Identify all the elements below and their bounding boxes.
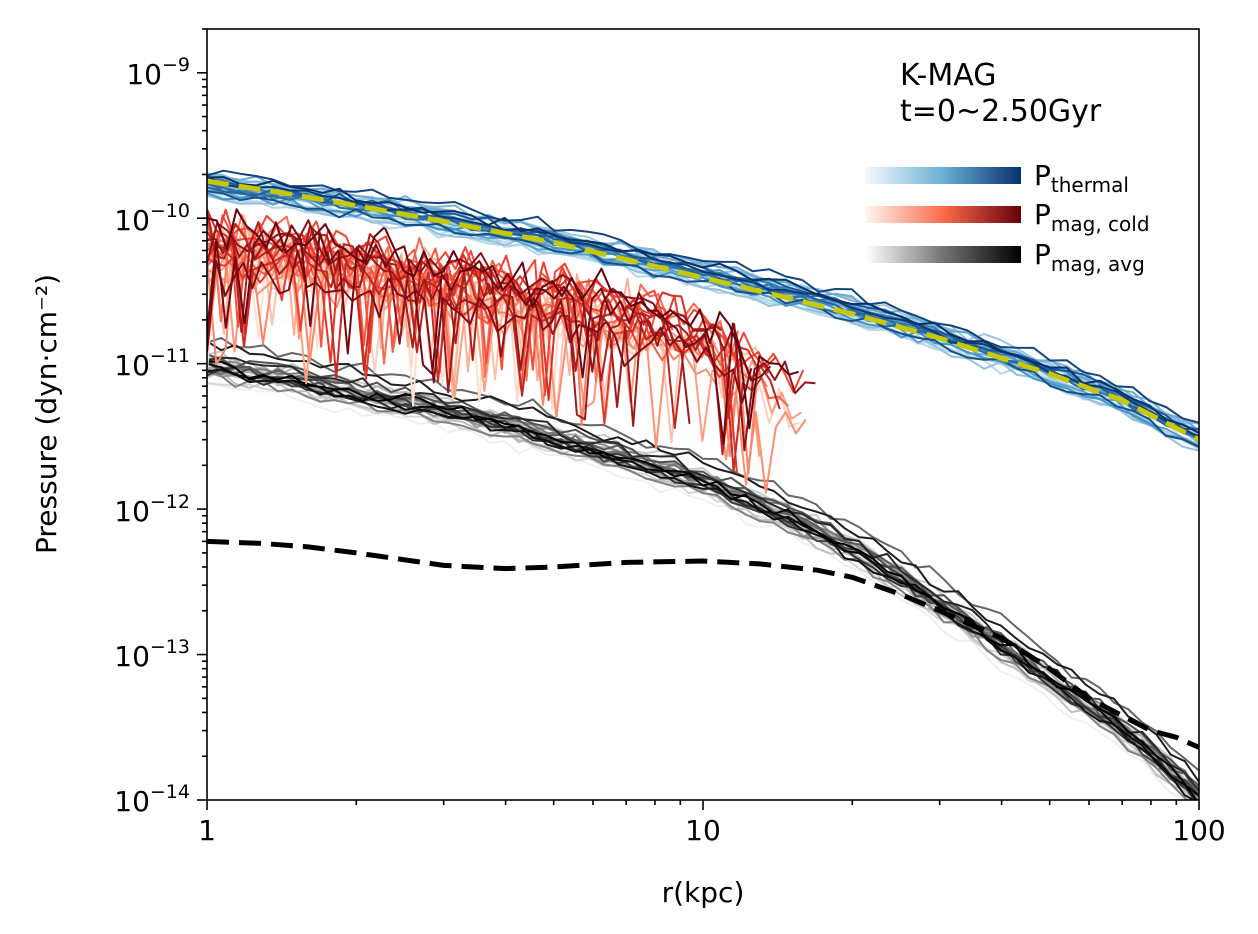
series-layer (207, 169, 1199, 800)
legend-swatch-thermal (866, 167, 1021, 184)
series-2-line-28 (207, 362, 1199, 797)
y-tick-label-1e-13: 10−13 (114, 636, 190, 673)
series-2-line-27 (207, 368, 1196, 800)
series-2-line-11 (207, 355, 1199, 797)
series-group-0 (207, 169, 1199, 452)
series-2-line-29 (207, 360, 1198, 800)
series-1-line-28 (207, 224, 772, 445)
series-1-line-27 (207, 250, 753, 404)
series-0-line-24 (207, 186, 1199, 437)
legend-label-mag-avg: Pmag, avg (1034, 238, 1145, 276)
x-tick-label-100: 100 (1172, 814, 1225, 847)
x-tick-label-10: 10 (685, 814, 721, 847)
x-tick-labels: 1 10 100 (198, 814, 1226, 847)
series-2-line-7 (207, 350, 1199, 793)
y-tick-label-1e-14: 10−14 (114, 781, 190, 818)
series-2-line-21 (207, 353, 1199, 787)
series-0-line-29 (207, 176, 1199, 434)
x-tick-label-1: 1 (198, 814, 216, 847)
annotation-time-range: t=0~2.50Gyr (900, 94, 1102, 129)
legend: Pthermal Pmag, cold Pmag, avg (866, 159, 1150, 276)
axis-layer (197, 28, 1200, 810)
annotation-model-name: K-MAG (900, 58, 996, 93)
series-group-2 (207, 336, 1199, 800)
series-2-line-19 (207, 336, 1199, 772)
y-tick-label-1e-12: 10−12 (114, 491, 190, 528)
series-1-line-6 (207, 213, 644, 376)
series-2-line-25 (207, 356, 1199, 792)
series-group-1 (207, 208, 816, 494)
legend-label-thermal: Pthermal (1034, 159, 1129, 197)
series-2-line-3 (207, 363, 1199, 798)
y-tick-labels: 10−9 10−10 10−11 10−12 10−13 10−14 (114, 54, 190, 818)
series-0-line-27 (207, 169, 1199, 424)
series-2-line-15 (207, 360, 1199, 795)
series-2-line-17 (207, 356, 1199, 788)
x-axis-label: r(kpc) (662, 876, 745, 909)
series-2-line-4 (207, 357, 1199, 795)
series-0-line-11 (207, 194, 1199, 452)
legend-swatch-mag-cold (866, 206, 1021, 223)
series-2-line-26 (207, 340, 1199, 783)
series-1-line-22 (207, 240, 763, 473)
annotation: K-MAG t=0~2.50Gyr (900, 58, 1102, 129)
y-tick-label-1e-10: 10−10 (114, 200, 190, 237)
series-2-line-10 (207, 360, 1199, 800)
series-2-line-5 (207, 382, 1193, 800)
series-2-line-22 (207, 361, 1199, 797)
series-1-line-29 (207, 208, 799, 430)
series-2-line-16 (207, 368, 1189, 800)
series-2-line-6 (207, 361, 1199, 797)
legend-label-mag-cold: Pmag, cold (1034, 198, 1150, 236)
y-axis-label: Pressure (dyn·cm⁻²) (30, 274, 63, 554)
y-tick-label-1e-9: 10−9 (126, 54, 190, 91)
y-tick-label-1e-11: 10−11 (114, 345, 190, 382)
series-2-line-20 (207, 360, 1199, 798)
magnetic-reference-dashed-line (207, 538, 1199, 750)
series-2-line-0 (207, 382, 1187, 800)
legend-swatch-mag-avg (866, 246, 1021, 263)
thermal-reference-dashed-line (207, 178, 1199, 442)
series-0-line-26 (207, 190, 1199, 449)
